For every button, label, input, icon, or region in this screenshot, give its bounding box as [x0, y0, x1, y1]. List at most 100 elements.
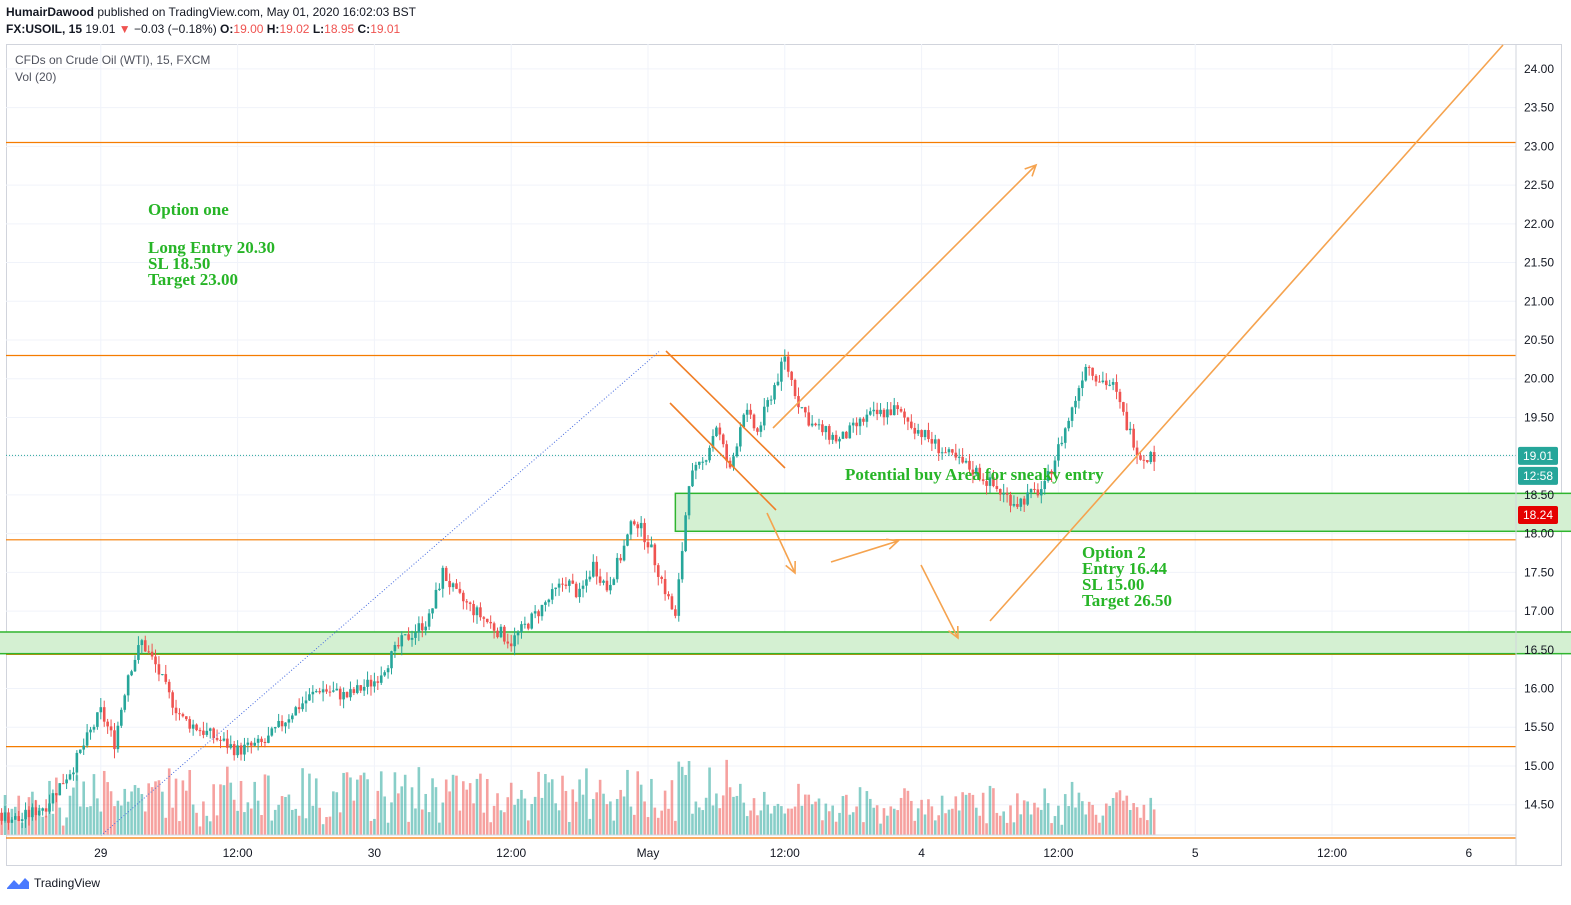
candle-body	[834, 434, 838, 442]
volume-bar	[284, 796, 287, 835]
candle-body	[137, 645, 140, 660]
candle-body	[106, 721, 109, 727]
volume-bar	[123, 788, 127, 835]
candle-body	[249, 742, 253, 746]
candle-body	[34, 807, 38, 816]
candle-body	[1125, 411, 1129, 431]
volume-bar	[899, 797, 903, 835]
candle-body	[865, 414, 869, 422]
candle-body	[855, 422, 858, 427]
candle-body	[643, 522, 646, 543]
level-badge-bg	[1518, 506, 1558, 525]
volume-bar	[981, 792, 985, 835]
volume-bar	[475, 778, 479, 835]
footer-brand[interactable]: TradingView	[6, 876, 100, 890]
candle-body	[191, 724, 195, 729]
y-tick-label: 22.00	[1524, 217, 1554, 231]
candle-body	[181, 714, 185, 717]
volume-bar	[397, 793, 400, 835]
candle-body	[222, 738, 226, 741]
candle-body	[588, 576, 592, 580]
candle-body	[694, 464, 698, 471]
candle-body	[906, 417, 910, 422]
volume-bar	[41, 816, 44, 835]
volume-bar	[236, 810, 239, 835]
volume-bar	[574, 801, 578, 835]
author-name[interactable]: HumairDawood	[6, 5, 95, 19]
breakout-arrow	[772, 164, 1037, 429]
candle-body	[78, 749, 82, 753]
candle-body	[513, 635, 516, 647]
candle-body	[841, 431, 845, 439]
volume-bar	[150, 787, 154, 835]
candle-body	[328, 691, 332, 693]
volume-bar	[954, 796, 958, 835]
candle-body	[243, 744, 246, 755]
volume-bar	[503, 812, 506, 835]
volume-bar	[143, 811, 147, 835]
volume-bar	[810, 804, 814, 835]
candle-body	[3, 812, 7, 821]
option-one-line: SL 18.50	[148, 254, 210, 273]
candle-body	[75, 752, 79, 773]
candle-body	[379, 675, 383, 683]
volume-bar	[1101, 815, 1105, 835]
volume-legend[interactable]: Vol (20)	[15, 70, 57, 84]
volume-bar	[879, 823, 882, 835]
volume-bar	[349, 777, 352, 835]
y-tick-label: 24.00	[1524, 62, 1554, 76]
candle-body	[1053, 460, 1057, 475]
change-value: −0.03 (−0.18%)	[133, 22, 217, 36]
volume-bar	[178, 821, 181, 835]
volume-bar	[427, 812, 431, 835]
y-tick-label: 16.50	[1524, 643, 1554, 657]
candle-body	[130, 671, 133, 676]
volume-bar	[797, 783, 800, 835]
candle-body	[150, 651, 154, 657]
candle-body	[684, 515, 687, 552]
volume-bar	[670, 780, 674, 835]
volume-bar	[957, 810, 961, 835]
volume-bar	[988, 785, 992, 835]
candle-body	[472, 603, 475, 616]
candle-body	[742, 414, 746, 428]
volume-bar	[390, 802, 393, 835]
volume-bar	[287, 794, 291, 835]
candlestick-series	[0, 349, 1156, 830]
volume-bar	[14, 806, 17, 835]
candle-body	[1019, 498, 1023, 507]
candle-body	[735, 446, 739, 457]
candle-body	[431, 608, 434, 614]
x-tick-label: 12:00	[223, 846, 253, 860]
volume-bar	[913, 820, 917, 835]
volume-bar	[82, 781, 85, 835]
volume-bar	[273, 809, 277, 835]
volume-bar	[721, 795, 725, 835]
candle-body	[1142, 459, 1146, 461]
volume-bar	[154, 781, 157, 835]
candle-body	[44, 808, 48, 812]
volume-bar	[667, 808, 670, 835]
volume-bar	[373, 818, 376, 835]
candle-body	[701, 461, 705, 463]
candle-body	[944, 452, 947, 454]
volume-bar	[964, 794, 968, 835]
candle-body	[267, 735, 270, 743]
volume-bar	[383, 796, 386, 835]
candle-body	[882, 409, 886, 418]
candle-body	[256, 738, 260, 743]
candle-body	[1101, 380, 1105, 383]
instrument-legend[interactable]: CFDs on Crude Oil (WTI), 15, FXCM	[15, 53, 211, 67]
volume-bar	[171, 807, 174, 835]
volume-bar	[769, 813, 773, 835]
volume-bar	[1022, 800, 1026, 835]
volume-bar	[834, 821, 838, 835]
volume-bar	[1118, 790, 1122, 835]
candle-body	[1081, 380, 1084, 389]
change-down-icon: ▼	[118, 22, 131, 36]
volume-bar	[219, 784, 222, 835]
volume-bar	[291, 809, 294, 835]
candle-body	[506, 641, 510, 644]
volume-bar	[1091, 804, 1094, 835]
